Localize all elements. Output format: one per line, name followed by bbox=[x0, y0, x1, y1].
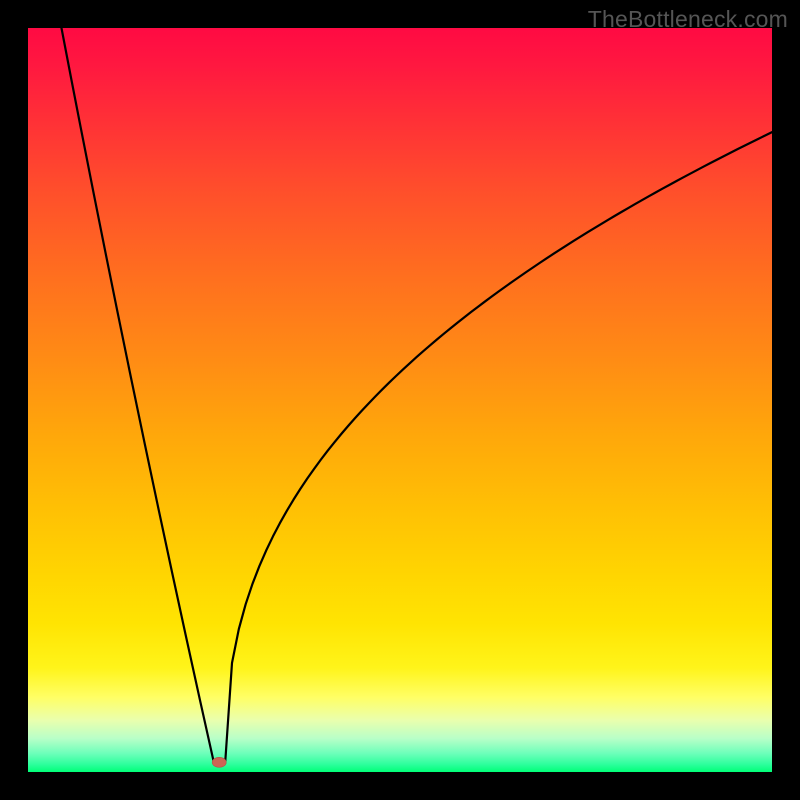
watermark-text: TheBottleneck.com bbox=[588, 6, 788, 33]
chart-frame: TheBottleneck.com bbox=[0, 0, 800, 800]
plot-area bbox=[28, 28, 772, 772]
bottleneck-chart bbox=[0, 0, 800, 800]
optimal-point-marker bbox=[212, 757, 226, 767]
